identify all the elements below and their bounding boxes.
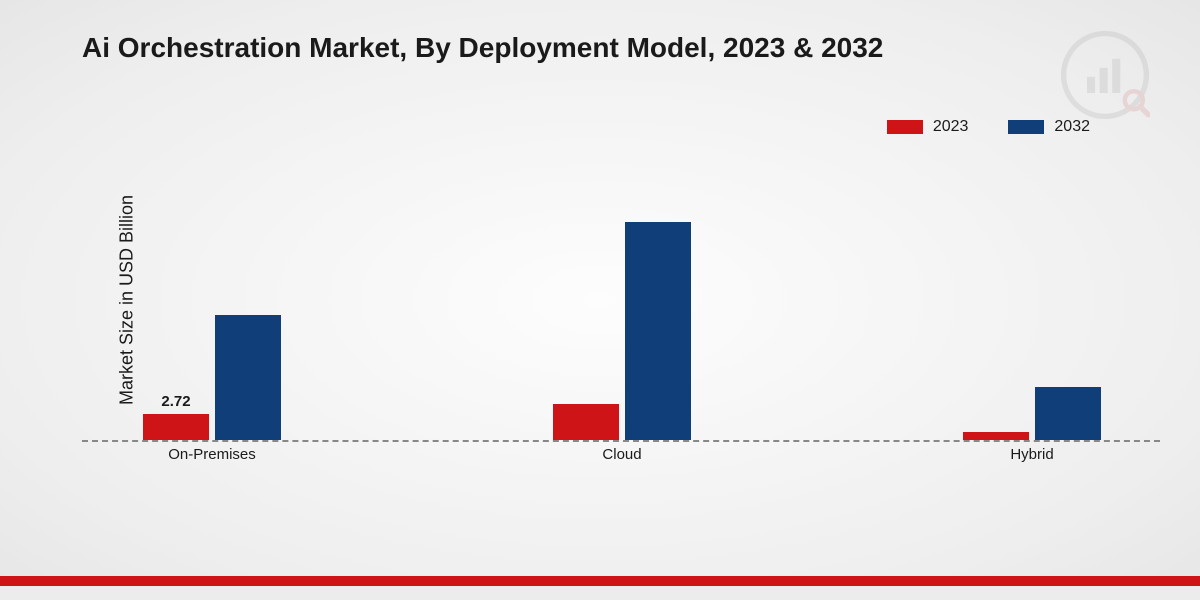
legend-item: 2032	[1008, 118, 1090, 136]
baseline	[82, 440, 1160, 442]
footer-accent-bar	[0, 576, 1200, 586]
x-axis-label: Hybrid	[1010, 446, 1053, 463]
legend-item: 2023	[887, 118, 969, 136]
legend: 2023 2032	[887, 118, 1090, 136]
legend-label: 2023	[933, 118, 969, 136]
bar	[963, 432, 1029, 440]
footer-bar	[0, 586, 1200, 600]
x-axis-label: On-Premises	[168, 446, 256, 463]
legend-swatch	[887, 120, 923, 134]
bar-value-label: 2.72	[161, 393, 190, 410]
chart-plot-area: 2.72 On-Premises Cloud Hybrid	[82, 160, 1160, 460]
bar	[625, 222, 691, 441]
chart-title: Ai Orchestration Market, By Deployment M…	[82, 32, 883, 64]
bar	[143, 414, 209, 440]
bar	[215, 315, 281, 440]
watermark-logo-icon	[1060, 30, 1150, 120]
legend-label: 2032	[1054, 118, 1090, 136]
bar	[553, 404, 619, 440]
legend-swatch	[1008, 120, 1044, 134]
bar	[1035, 387, 1101, 440]
x-axis-label: Cloud	[602, 446, 641, 463]
